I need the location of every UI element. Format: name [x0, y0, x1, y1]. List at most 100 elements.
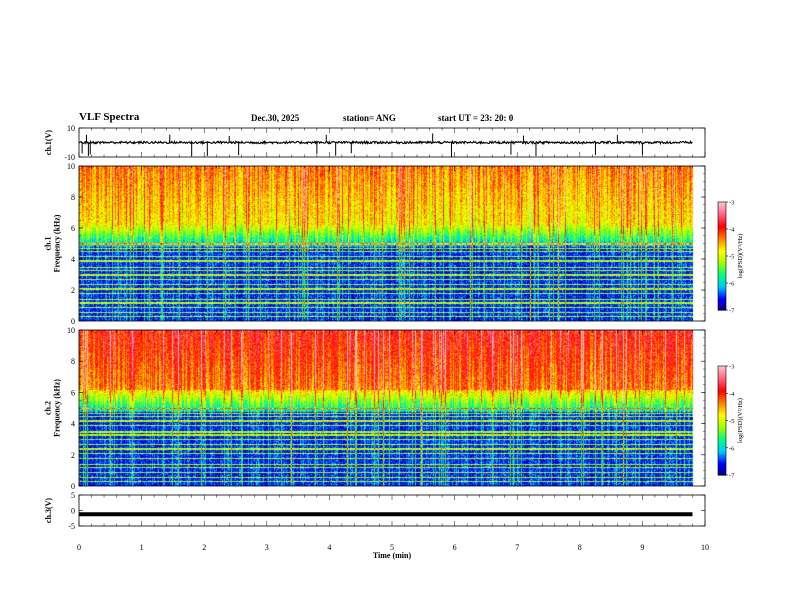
ch1-signal-trace — [78, 139, 693, 146]
colorbar-segment — [718, 274, 726, 277]
colorbar-segment — [718, 453, 726, 456]
colorbar-segment — [718, 216, 726, 219]
colorbar-segment — [718, 225, 726, 228]
colorbar-tick-label: -4 — [729, 391, 735, 398]
colorbar-segment — [718, 308, 726, 311]
colorbar-tick-label: -5 — [729, 418, 734, 425]
colorbar-segment — [718, 405, 726, 409]
colorbar-segment — [718, 268, 726, 271]
y-tick-label: 5 — [71, 491, 75, 500]
colorbar-segment — [718, 420, 726, 423]
colorbar-segment — [718, 297, 726, 300]
colorbar-segment — [718, 438, 726, 442]
y-tick-label: 10 — [67, 124, 75, 133]
y-axis-label: ch.2 Frequency (kHz) — [44, 379, 62, 437]
colorbar-segment — [718, 382, 726, 385]
y-tick-label: 4 — [71, 420, 75, 429]
colorbar-segment — [718, 425, 726, 429]
colorbar-segment — [718, 396, 726, 400]
colorbar-segment — [718, 275, 726, 279]
y-tick-label: 8 — [71, 357, 75, 366]
colorbar-tick-label: -7 — [729, 473, 735, 480]
colorbar-segment — [718, 395, 726, 398]
y-tick-label: 0 — [71, 507, 75, 516]
colorbar-segment — [718, 306, 726, 309]
colorbar-segment — [718, 236, 726, 239]
colorbar-segment — [718, 277, 726, 280]
colorbar-segment — [718, 389, 726, 393]
colorbar-segment — [718, 385, 726, 389]
date-label: Dec.30, 2025 — [251, 113, 300, 123]
y-axis-label-text: Frequency (kHz) — [53, 214, 62, 272]
y-tick-label: 4 — [71, 255, 75, 264]
colorbar-segment — [718, 429, 726, 432]
start-ut-label: start UT = 23: 20: 0 — [438, 113, 514, 123]
y-tick-label: -5 — [68, 522, 75, 531]
colorbar-segment — [718, 250, 726, 253]
colorbar-segment — [718, 254, 726, 257]
colorbar-segment — [718, 218, 726, 221]
colorbar-segment — [718, 415, 726, 418]
y-tick-label: 0 — [71, 482, 75, 491]
colorbar-segment — [718, 232, 726, 235]
colorbar-segment — [718, 243, 726, 246]
colorbar-segment — [718, 435, 726, 438]
y-axis-label-text: ch.3(V) — [44, 498, 53, 523]
colorbar-segment — [718, 404, 726, 407]
colorbar-segment — [718, 367, 726, 371]
colorbar-segment — [718, 209, 726, 212]
colorbar-segment — [718, 304, 726, 307]
y-axis-label: ch.1 Frequency (kHz) — [44, 214, 62, 272]
colorbar-segment — [718, 378, 726, 382]
colorbar-tick-label: -7 — [729, 308, 735, 315]
colorbar-segment — [718, 238, 726, 241]
colorbar-segment — [718, 409, 726, 413]
colorbar-segment — [718, 416, 726, 420]
colorbar-segment — [718, 455, 726, 458]
colorbar-segment — [718, 292, 726, 295]
colorbar-segment — [718, 449, 726, 452]
y-axis-label: ch.3(V) — [44, 498, 53, 523]
colorbar-segment — [718, 387, 726, 391]
colorbar-segment — [718, 436, 726, 440]
colorbar-segment — [718, 371, 726, 374]
x-tick-label: 0 — [77, 543, 81, 552]
colorbar-segment — [718, 464, 726, 467]
colorbar-segment — [718, 256, 726, 259]
ch1-spectrogram-heatmap — [79, 166, 705, 321]
y-tick-label: 10 — [67, 326, 75, 335]
colorbar-segment — [718, 402, 726, 405]
colorbar-segment — [718, 393, 726, 396]
colorbar-segment — [718, 227, 726, 230]
colorbar-segment — [718, 205, 726, 208]
colorbar-segment — [718, 279, 726, 282]
colorbar-segment — [718, 295, 726, 298]
ch2-spectrogram-heatmap — [79, 330, 705, 486]
colorbar-segment — [718, 447, 726, 451]
colorbar-segment — [718, 207, 726, 210]
x-tick-label: 4 — [327, 543, 331, 552]
x-tick-label: 8 — [578, 543, 582, 552]
colorbar-segment — [718, 444, 726, 447]
colorbar-segment — [718, 247, 726, 250]
colorbar-segment — [718, 230, 726, 234]
colorbar-tick-label: -5 — [729, 254, 734, 261]
ch1-spectrogram-colorbar: -3 -4 -5 -6 -7 log(PSD)(V²/Hz) — [717, 200, 744, 315]
y-tick-label: 8 — [71, 193, 75, 202]
colorbar-segment — [718, 221, 726, 225]
colorbar-segment — [718, 442, 726, 445]
y-tick-label: -10 — [64, 153, 75, 162]
colorbar-segment — [718, 290, 726, 293]
colorbar-segment — [718, 214, 726, 217]
colorbar-segment — [718, 248, 726, 252]
colorbar-segment — [718, 462, 726, 465]
figure-title: VLF Spectra — [79, 111, 140, 123]
colorbar-segment — [718, 427, 726, 431]
colorbar-segment — [718, 422, 726, 425]
colorbar-label: log(PSD)(V²/Hz) — [737, 398, 744, 443]
colorbar-segment — [718, 202, 726, 205]
colorbar-segment — [718, 234, 726, 237]
y-axis-label: ch.1(V) — [44, 130, 53, 155]
x-axis-label: Time (min) — [373, 551, 412, 560]
